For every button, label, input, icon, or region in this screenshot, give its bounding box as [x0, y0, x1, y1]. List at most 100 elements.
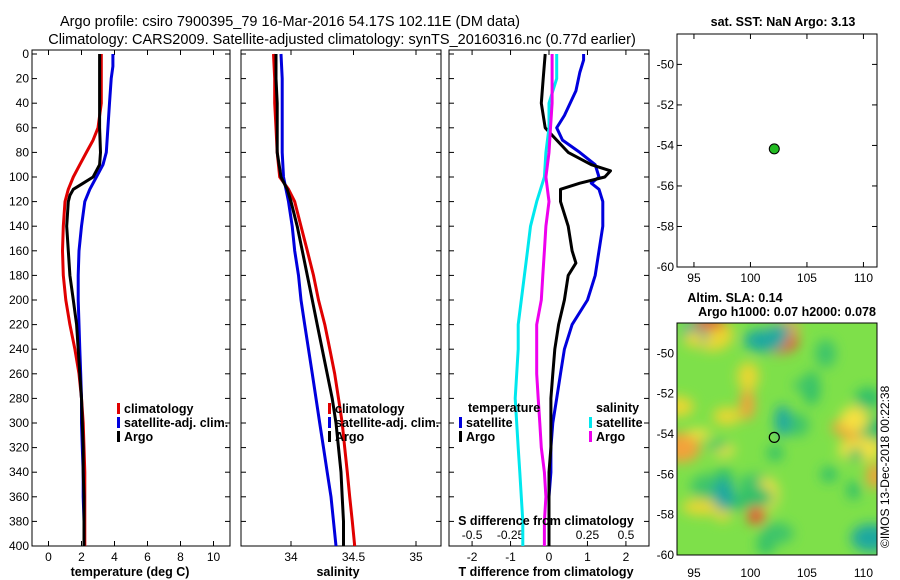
sla-anomaly-blob: [677, 396, 694, 417]
map-y-tick-label: -54: [657, 138, 675, 152]
profile-line: [513, 54, 559, 546]
map-y-tick-label: -58: [657, 219, 675, 233]
salinity-panel-frame: [240, 49, 442, 547]
top-x-tick-label: 0.25: [576, 528, 600, 542]
profile-line: [274, 54, 345, 546]
profile-line: [539, 53, 612, 546]
sla-anomaly-blob: [820, 466, 837, 483]
difference-xlabel: T difference from climatology: [458, 565, 633, 579]
x-tick-label: 0: [546, 550, 553, 564]
map-x-tick-label: 95: [687, 271, 701, 285]
imos-watermark: ©IMOS 13-Dec-2018 00:22:38: [878, 385, 892, 548]
sla-heatmap: [677, 323, 877, 555]
salinity-legend: climatology satellite-adj. clim. Argo: [328, 402, 439, 444]
depth-tick-label: 320: [9, 441, 29, 455]
legend-label-t-satellite: satellite: [466, 416, 513, 430]
temperature-panel-frame: [31, 49, 231, 547]
sla-anomaly-blob: [850, 524, 877, 552]
sla-map-frame: [676, 322, 878, 556]
legend-swatch-argo: [328, 431, 331, 442]
sst-map-argo-position: [768, 143, 780, 155]
x-tick-label: 34: [284, 550, 298, 564]
legend-label-climatology: climatology: [124, 402, 194, 416]
map-y-tick-label: -58: [657, 508, 675, 522]
figure-title-line-2: Climatology: CARS2009. Satellite-adjuste…: [48, 32, 636, 48]
map-x-tick-label: 100: [740, 566, 760, 580]
x-tick-label: 1: [584, 550, 591, 564]
depth-tick-label: 240: [9, 342, 29, 356]
depth-tick-label: 180: [9, 268, 29, 282]
legend-swatch-satellite: [328, 417, 331, 428]
temperature-xlabel: temperature (deg C): [71, 565, 190, 579]
map-y-tick-label: -54: [657, 427, 675, 441]
map-x-tick-label: 105: [797, 271, 817, 285]
x-tick-label: 35: [409, 550, 423, 564]
sla-anomaly-blob: [840, 406, 869, 433]
depth-tick-label: 400: [9, 539, 29, 553]
sla-anomaly-blob: [815, 339, 836, 368]
top-x-tick-label: 0.5: [618, 528, 635, 542]
legend-swatch-s-satellite: [589, 417, 592, 428]
legend-swatch-climatology: [328, 403, 331, 414]
legend-label-s-argo: Argo: [596, 430, 626, 444]
depth-tick-label: 120: [9, 195, 29, 209]
legend-swatch-t-argo: [459, 431, 462, 442]
depth-tick-label: 60: [16, 121, 30, 135]
sla-map-argo-position: [768, 431, 780, 443]
profile-line: [279, 53, 338, 547]
temperature-legend: climatology satellite-adj. clim. Argo: [117, 402, 228, 444]
x-tick-label: 2: [623, 550, 630, 564]
x-tick-label: 4: [111, 550, 118, 564]
figure-title-line-1: Argo profile: csiro 7900395_79 16-Mar-20…: [60, 14, 520, 30]
sla-map-title-line-1: Altim. SLA: 0.14: [687, 291, 782, 305]
legend-label-satellite: satellite-adj. clim.: [335, 416, 439, 430]
legend-label-t-argo: Argo: [466, 430, 496, 444]
sla-anomaly-blob: [706, 440, 728, 451]
depth-tick-label: 20: [16, 72, 30, 86]
profile-line: [535, 54, 554, 546]
sla-anomaly-blob: [686, 428, 712, 439]
map-y-tick-label: -52: [657, 387, 675, 401]
legend-label-satellite: satellite-adj. clim.: [124, 416, 228, 430]
depth-tick-label: 280: [9, 391, 29, 405]
map-y-tick-label: -50: [657, 346, 675, 360]
profile-line: [547, 54, 605, 546]
depth-tick-label: 200: [9, 293, 29, 307]
map-y-tick-label: -60: [657, 548, 675, 562]
map-x-tick-label: 105: [797, 566, 817, 580]
map-y-tick-label: -56: [657, 179, 675, 193]
top-x-tick-label: -0.25: [497, 528, 525, 542]
profile-line: [272, 53, 357, 547]
sla-anomaly-blob: [767, 324, 793, 339]
depth-tick-label: 340: [9, 465, 29, 479]
depth-tick-label: 140: [9, 219, 29, 233]
sla-anomaly-blob: [767, 445, 783, 461]
sla-anomaly-blob: [737, 361, 759, 391]
sla-anomaly-blob: [855, 387, 877, 410]
sla-anomaly-blob: [740, 388, 755, 421]
legend-swatch-t-satellite: [459, 417, 462, 428]
sla-anomaly-blob: [747, 506, 765, 525]
map-y-tick-label: -56: [657, 467, 675, 481]
depth-tick-label: 360: [9, 490, 29, 504]
map-y-tick-label: -50: [657, 57, 675, 71]
difference-legend: temperature satellite Argo salinity sate…: [459, 401, 643, 444]
depth-tick-label: 40: [16, 96, 30, 110]
map-x-tick-label: 95: [687, 566, 701, 580]
sst-map-frame: [676, 33, 878, 268]
legend-label-argo: Argo: [335, 430, 365, 444]
x-tick-label: 6: [144, 550, 151, 564]
depth-tick-label: 160: [9, 244, 29, 258]
x-tick-label: -1: [505, 550, 516, 564]
depth-tick-label: 80: [16, 145, 30, 159]
legend-label-argo: Argo: [124, 430, 154, 444]
map-x-tick-label: 100: [740, 271, 760, 285]
sla-anomaly-blob: [848, 447, 864, 462]
top-x-tick-label: -0.5: [462, 528, 483, 542]
depth-tick-label: 100: [9, 170, 29, 184]
sla-anomaly-blob: [774, 405, 791, 437]
difference-xlabel-top: S difference from climatology: [458, 514, 634, 528]
sla-heatmap-background: [677, 323, 877, 555]
sla-anomaly-blob: [681, 498, 723, 516]
